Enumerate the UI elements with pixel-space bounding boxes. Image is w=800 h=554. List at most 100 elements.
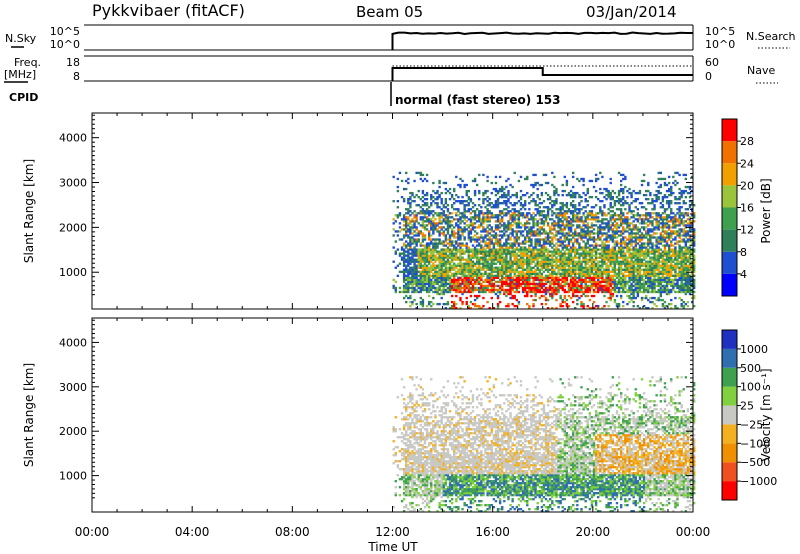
range-cell [526, 284, 529, 288]
range-cell [617, 304, 621, 308]
range-cell [517, 290, 521, 294]
nsky-label: N.Sky [5, 32, 37, 45]
range-cell [653, 282, 656, 286]
range-cell [411, 226, 414, 229]
range-cell [405, 212, 408, 215]
range-cell [494, 232, 498, 235]
range-cell [459, 264, 462, 267]
range-cell [626, 242, 629, 245]
range-cell [634, 244, 637, 247]
range-cell [657, 220, 660, 223]
range-cell [494, 242, 498, 245]
range-cell [528, 276, 531, 280]
range-cell [446, 268, 450, 271]
range-cell [457, 248, 460, 251]
range-cell [442, 240, 445, 243]
range-cell [567, 270, 571, 273]
range-cell [463, 244, 466, 247]
range-cell [584, 193, 587, 197]
range-cell [571, 195, 575, 199]
range-cell [565, 179, 569, 183]
range-cell [463, 228, 466, 231]
range-cell [503, 260, 506, 263]
range-cell [405, 278, 408, 282]
range-cell [480, 278, 483, 282]
range-cell [534, 208, 537, 211]
range-cell [405, 270, 408, 273]
range-cell [442, 252, 445, 255]
range-cell [402, 296, 406, 300]
range-cell [398, 270, 402, 273]
range-cell [505, 214, 508, 217]
range-cell [496, 191, 500, 195]
range-cell [467, 210, 471, 213]
range-cell [574, 191, 577, 195]
range-cell [642, 268, 646, 271]
range-cell [559, 208, 562, 211]
range-cell [444, 272, 448, 275]
range-cell [611, 258, 614, 261]
range-cell [622, 195, 625, 199]
range-cell [663, 270, 667, 273]
range-cell [584, 294, 587, 298]
range-cell [473, 177, 477, 181]
range-cell [647, 248, 650, 251]
range-cell [569, 280, 573, 284]
range-cell [563, 260, 567, 263]
range-cell [494, 254, 498, 257]
range-cell [630, 272, 633, 275]
range-cell [432, 228, 435, 231]
range-cell [580, 276, 583, 280]
range-cell [536, 282, 539, 286]
range-cell [588, 236, 592, 239]
range-cell [636, 276, 640, 280]
range-cell [459, 216, 462, 219]
range-cell [574, 214, 577, 217]
range-cell [586, 246, 589, 249]
range-cell [645, 276, 648, 280]
range-cell [407, 228, 410, 231]
range-cell [605, 193, 608, 197]
range-cell [649, 228, 652, 231]
range-cell [413, 276, 416, 280]
range-cell [661, 240, 665, 243]
range-cell [636, 292, 640, 296]
range-cell [488, 216, 491, 219]
range-cell [576, 214, 579, 217]
range-cell [396, 264, 400, 267]
range-cell [430, 264, 433, 267]
range-cell [642, 280, 646, 284]
range-cell [475, 252, 479, 255]
range-cell [432, 230, 435, 233]
range-cell [647, 181, 650, 185]
range-cell [603, 226, 606, 229]
range-cell [588, 288, 592, 292]
range-cell [553, 244, 556, 247]
range-cell [446, 204, 450, 207]
range-cell [526, 268, 529, 271]
range-cell [400, 238, 404, 241]
range-cell [628, 254, 631, 257]
range-cell [478, 216, 481, 219]
range-cell [617, 302, 621, 306]
range-cell [494, 228, 498, 231]
range-cell [471, 248, 475, 251]
range-cell [584, 236, 587, 239]
range-cell [665, 258, 669, 261]
range-cell [567, 252, 571, 255]
range-cell [534, 268, 537, 271]
range-cell [655, 224, 658, 227]
range-cell [394, 240, 397, 243]
range-cell [555, 187, 558, 191]
range-cell [611, 280, 614, 284]
range-cell [619, 242, 623, 245]
range-cell [442, 272, 445, 275]
range-cell [597, 256, 600, 259]
range-cell [496, 204, 500, 207]
range-cell [425, 288, 429, 292]
range-cell [597, 282, 600, 286]
beam-title: Beam 05 [356, 3, 423, 21]
range-cell [405, 264, 408, 267]
range-cell [609, 282, 612, 286]
range-cell [555, 238, 558, 241]
